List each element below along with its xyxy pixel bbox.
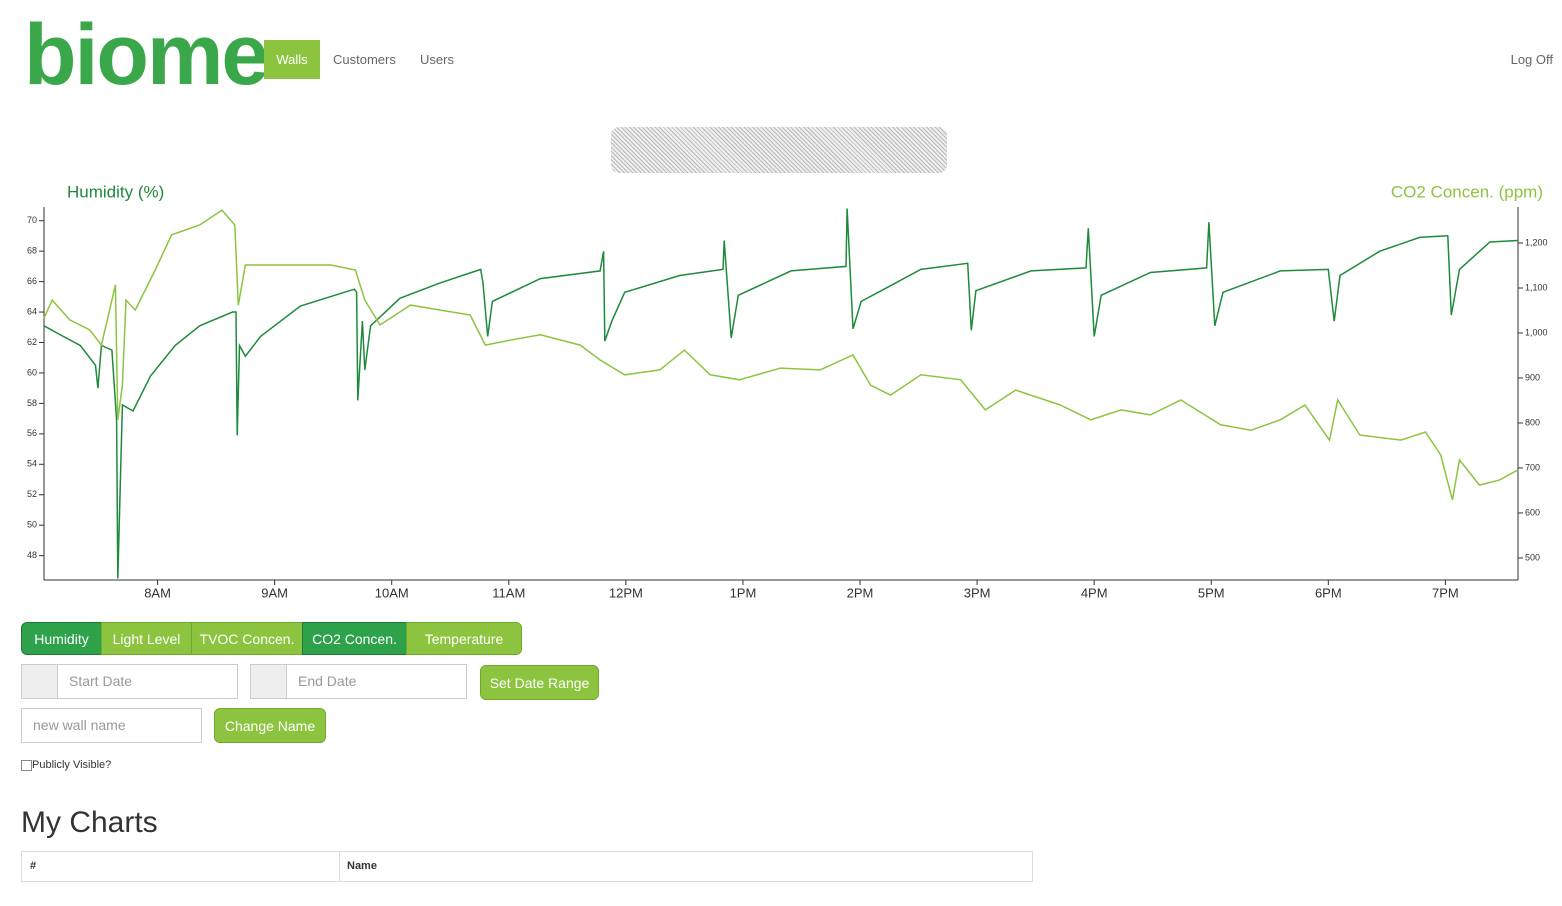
x-tick-label: 2PM: [847, 585, 874, 600]
y2-tick-label: 1,200: [1525, 237, 1548, 247]
y-tick-label: 54: [27, 459, 37, 469]
calendar-icon[interactable]: [250, 664, 287, 699]
y2-tick-label: 600: [1525, 507, 1540, 517]
nav-item[interactable]: Walls: [264, 40, 320, 79]
toggle-button[interactable]: CO2 Concen.: [302, 622, 407, 655]
divider: [339, 852, 340, 881]
data-line: [43, 208, 1519, 579]
table-header: # Name: [21, 851, 1033, 882]
column-header: Name: [347, 860, 377, 872]
section-title: My Charts: [21, 806, 158, 839]
y2-tick-label: 1,100: [1525, 282, 1548, 292]
y-axis-title: Humidity (%): [67, 182, 164, 201]
x-tick-label: 3PM: [964, 585, 991, 600]
set-date-button[interactable]: Set Date Range: [480, 665, 599, 700]
checkbox-label: Publicly Visible?: [32, 759, 112, 771]
column-header: #: [30, 860, 37, 872]
wall-name-input[interactable]: new wall name: [21, 708, 202, 743]
y2-axis-title: CO2 Concen. (ppm): [1391, 182, 1543, 201]
toggle-button[interactable]: Light Level: [101, 622, 192, 655]
start-date[interactable]: Start Date: [57, 664, 238, 699]
chart: Humidity (%) CO2 Concen. (ppm) 48 50 52 54 56 5…: [27, 182, 1548, 600]
data-line: [43, 209, 1519, 501]
y-tick-label: 66: [27, 276, 37, 286]
x-tick-label: 6PM: [1315, 585, 1342, 600]
x-tick-label: 11AM: [492, 585, 525, 600]
logoff[interactable]: Log Off: [1510, 52, 1553, 67]
y-tick-label: 70: [27, 215, 37, 225]
y-tick-label: 56: [27, 428, 37, 438]
toggle-button[interactable]: TVOC Concen.: [191, 622, 303, 655]
y2-tick-label: 500: [1525, 552, 1540, 562]
x-tick-label: 9AM: [261, 585, 288, 600]
y-tick-label: 68: [27, 246, 37, 256]
x-tick-label: 10AM: [375, 585, 409, 600]
calendar-icon[interactable]: [21, 664, 58, 699]
x-tick-label: 8AM: [144, 585, 171, 600]
y2-tick-label: 900: [1525, 372, 1540, 382]
y-tick-label: 62: [27, 337, 37, 347]
y2-tick-label: 700: [1525, 462, 1540, 472]
toggle-button[interactable]: Temperature: [406, 622, 522, 655]
y-tick-label: 50: [27, 520, 37, 530]
y2-tick-label: 1,000: [1525, 327, 1548, 337]
y-tick-label: 58: [27, 398, 37, 408]
checkbox[interactable]: [21, 760, 32, 771]
toggle-button[interactable]: Humidity: [21, 622, 102, 655]
x-tick-label: 4PM: [1081, 585, 1108, 600]
y-tick-label: 52: [27, 489, 37, 499]
change-name-button[interactable]: Change Name: [214, 708, 326, 743]
y-tick-label: 64: [27, 306, 37, 316]
end-date[interactable]: End Date: [286, 664, 467, 699]
x-tick-label: 1PM: [730, 585, 757, 600]
logo[interactable]: biome: [24, 7, 269, 103]
y-tick-label: 60: [27, 367, 37, 377]
nav-item[interactable]: Users: [420, 52, 454, 67]
y2-tick-label: 800: [1525, 417, 1540, 427]
y-tick-label: 48: [27, 550, 37, 560]
x-tick-label: 5PM: [1198, 585, 1225, 600]
redacted-title: [611, 127, 947, 173]
x-tick-label: 7PM: [1432, 585, 1459, 600]
nav-item[interactable]: Customers: [333, 52, 396, 67]
x-tick-label: 12PM: [609, 585, 643, 600]
